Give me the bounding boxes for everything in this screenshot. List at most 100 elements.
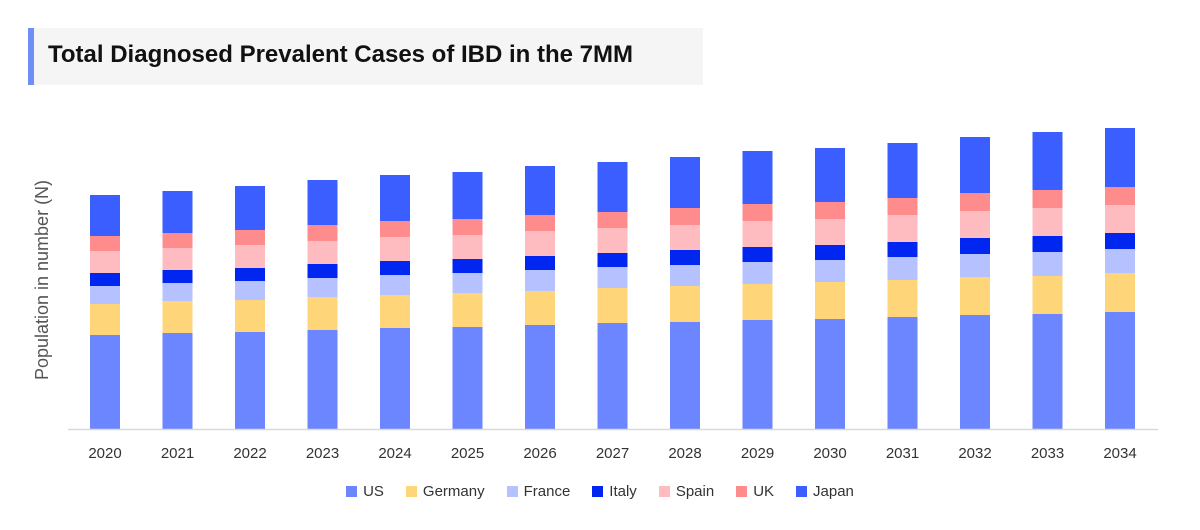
bar-france-2020: [90, 286, 120, 304]
bar-spain-2028: [670, 225, 700, 250]
bar-us-2027: [597, 323, 628, 429]
bar-germany-2022: [235, 300, 265, 332]
bar-uk-2031: [887, 198, 918, 215]
legend-label: Spain: [675, 483, 715, 500]
legend-label: France: [523, 483, 571, 500]
bar-japan-2027: [597, 162, 628, 212]
bar-germany-2027: [597, 288, 628, 323]
bar-japan-2031: [887, 143, 918, 198]
bar-japan-2025: [452, 172, 483, 219]
bar-spain-2027: [597, 228, 628, 253]
bar-germany-2026: [525, 291, 555, 325]
legend-item-uk: UK: [736, 483, 774, 500]
legend: US Germany France Italy Spain UK Japan: [0, 483, 1200, 500]
bar-italy-2028: [670, 250, 700, 265]
bar-spain-2021: [162, 248, 193, 270]
x-tick-label: 2028: [668, 445, 701, 462]
bar-italy-2033: [1032, 236, 1063, 252]
bar-france-2028: [670, 265, 700, 286]
bar-us-2034: [1105, 312, 1135, 429]
bar-germany-2021: [162, 301, 193, 333]
bar-italy-2032: [960, 238, 990, 254]
legend-swatch: [405, 486, 417, 497]
bar-japan-2020: [90, 195, 120, 236]
bar-japan-2028: [670, 157, 700, 208]
bar-italy-2030: [815, 245, 845, 260]
bar-us-2022: [235, 332, 265, 429]
x-tick-label: 2030: [813, 445, 846, 462]
legend-item-spain: Spain: [658, 483, 715, 500]
bar-germany-2024: [380, 295, 410, 328]
bar-france-2031: [887, 257, 918, 280]
x-tick-label: 2025: [451, 445, 484, 462]
bar-italy-2027: [597, 253, 628, 267]
bar-us-2029: [742, 320, 773, 429]
legend-item-us: US: [346, 483, 384, 500]
legend-label: Italy: [609, 483, 637, 500]
legend-label: Japan: [813, 483, 854, 500]
bar-france-2034: [1105, 249, 1135, 273]
bar-italy-2022: [235, 268, 265, 281]
bar-us-2023: [307, 330, 338, 429]
bar-france-2025: [452, 273, 483, 293]
x-tick-label: 2034: [1103, 445, 1136, 462]
legend-swatch: [346, 486, 358, 497]
x-tick-label: 2022: [233, 445, 266, 462]
bar-japan-2030: [815, 148, 845, 202]
bar-italy-2024: [380, 261, 410, 275]
bar-france-2029: [742, 262, 773, 284]
bar-france-2032: [960, 254, 990, 277]
bar-uk-2028: [670, 208, 700, 225]
bar-spain-2023: [307, 241, 338, 264]
x-tick-label: 2020: [88, 445, 121, 462]
bar-france-2030: [815, 260, 845, 282]
bar-uk-2027: [597, 212, 628, 228]
bar-japan-2023: [307, 180, 338, 225]
bar-us-2028: [670, 322, 700, 429]
bar-germany-2025: [452, 293, 483, 327]
legend-swatch: [796, 486, 808, 497]
legend-label: UK: [753, 483, 775, 500]
bar-uk-2025: [452, 219, 483, 235]
chart-title-box: Total Diagnosed Prevalent Cases of IBD i…: [28, 28, 703, 85]
bar-uk-2021: [162, 233, 193, 248]
bar-us-2024: [380, 328, 410, 429]
x-tick-label: 2024: [378, 445, 411, 462]
bar-germany-2031: [887, 280, 918, 317]
title-accent-bar: [28, 28, 34, 85]
legend-swatch: [736, 486, 748, 497]
y-axis-label: Population in number (N): [32, 180, 52, 380]
bar-germany-2023: [307, 297, 338, 330]
bar-japan-2029: [742, 151, 773, 204]
bar-japan-2026: [525, 166, 555, 215]
legend-label: US: [363, 483, 384, 500]
bar-spain-2022: [235, 245, 265, 268]
bar-italy-2031: [887, 242, 918, 257]
x-tick-label: 2027: [596, 445, 629, 462]
bar-germany-2028: [670, 286, 700, 322]
legend-swatch: [592, 486, 604, 497]
bar-italy-2034: [1105, 233, 1135, 249]
bar-france-2024: [380, 275, 410, 295]
bar-japan-2021: [162, 191, 193, 233]
bar-us-2025: [452, 327, 483, 429]
bar-germany-2032: [960, 277, 990, 315]
bar-italy-2029: [742, 247, 773, 262]
bar-france-2033: [1032, 252, 1063, 276]
bar-spain-2034: [1105, 205, 1135, 233]
bar-japan-2032: [960, 137, 990, 193]
bar-italy-2021: [162, 270, 193, 283]
bar-germany-2034: [1105, 273, 1135, 312]
bar-uk-2020: [90, 236, 120, 251]
bar-uk-2023: [307, 225, 338, 241]
x-tick-label: 2033: [1031, 445, 1064, 462]
bar-spain-2020: [90, 251, 120, 273]
bar-spain-2024: [380, 237, 410, 261]
bar-japan-2022: [235, 186, 265, 230]
bar-italy-2025: [452, 259, 483, 273]
bar-us-2030: [815, 319, 845, 429]
bar-italy-2020: [90, 273, 120, 286]
bar-japan-2033: [1032, 132, 1063, 190]
chart-title: Total Diagnosed Prevalent Cases of IBD i…: [48, 41, 633, 68]
